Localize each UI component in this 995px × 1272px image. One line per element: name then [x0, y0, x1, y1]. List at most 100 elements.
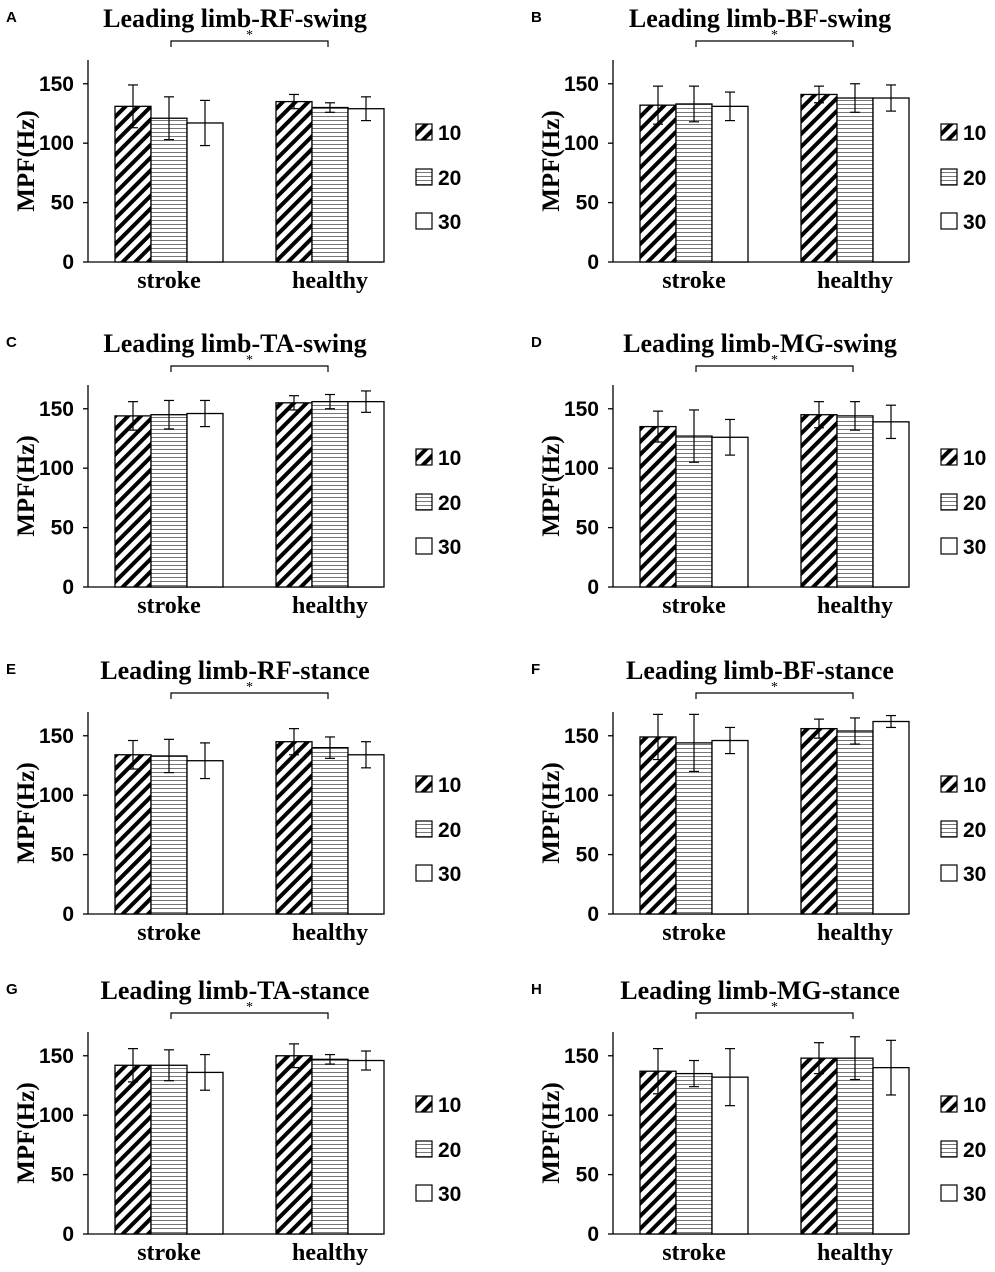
- y-tick-label: 150: [564, 1045, 599, 1068]
- bar-10-stroke: [114, 415, 152, 588]
- y-tick-label: 100: [564, 784, 599, 807]
- chart-panel-d: D Leading limb-MG-swing MPF(Hz) 0 50 100 150 st…: [531, 329, 986, 619]
- legend-swatch-20: [940, 1140, 958, 1158]
- legend-swatch-30: [415, 212, 433, 230]
- significance-marker: *: [246, 1000, 253, 1015]
- panel-letter: C: [6, 334, 17, 351]
- chart-panel-f: F Leading limb-BF-stance MPF(Hz) 0 50 100 150 s…: [531, 656, 986, 946]
- legend-label: 30: [438, 536, 461, 559]
- chart-title: Leading limb-TA-stance: [101, 976, 370, 1005]
- legend-swatch-30: [415, 1184, 433, 1202]
- x-category-label: healthy: [292, 920, 368, 946]
- x-category-label: stroke: [137, 593, 201, 619]
- bar-10-stroke: [639, 1070, 677, 1235]
- bar-20-healthy: [836, 97, 874, 263]
- bar-30-healthy: [872, 421, 910, 588]
- chart-title: Leading limb-MG-swing: [623, 329, 897, 358]
- significance-marker: *: [246, 28, 253, 43]
- x-category-label: stroke: [662, 1240, 726, 1266]
- y-tick-label: 50: [51, 1164, 74, 1187]
- bar-20-healthy: [836, 415, 874, 588]
- bar-30-healthy: [347, 754, 385, 915]
- y-tick-label: 50: [576, 517, 599, 540]
- y-tick-label: 100: [39, 1104, 74, 1127]
- bar-30-healthy: [347, 1059, 385, 1235]
- panel-letter: E: [6, 661, 16, 678]
- legend-label: 10: [438, 1094, 461, 1117]
- legend-label: 20: [963, 167, 986, 190]
- significance-bracket: [170, 1012, 329, 1019]
- bar-30-stroke: [711, 739, 749, 915]
- significance-marker: *: [771, 1000, 778, 1015]
- legend-swatch-30: [415, 537, 433, 555]
- legend-label: 20: [438, 819, 461, 842]
- y-tick-label: 150: [39, 725, 74, 748]
- legend-label: 10: [963, 447, 986, 470]
- legend-swatch-20: [415, 493, 433, 511]
- panel-letter: D: [531, 334, 542, 351]
- significance-bracket: [695, 365, 854, 372]
- legend-label: 10: [963, 1094, 986, 1117]
- y-tick-label: 0: [587, 576, 599, 599]
- x-category-label: healthy: [817, 593, 893, 619]
- y-tick-label: 100: [39, 457, 74, 480]
- panel-letter: H: [531, 981, 542, 998]
- x-category-label: healthy: [817, 920, 893, 946]
- legend-swatch-20: [940, 820, 958, 838]
- legend-swatch-10: [940, 775, 958, 793]
- y-axis-label: MPF(Hz): [538, 110, 565, 211]
- y-tick-label: 150: [564, 73, 599, 96]
- legend-swatch-30: [940, 212, 958, 230]
- bar-30-healthy: [347, 108, 385, 263]
- y-tick-label: 0: [587, 903, 599, 926]
- y-tick-label: 0: [62, 1223, 74, 1246]
- bar-30-stroke: [186, 412, 224, 588]
- chart-panel-c: C Leading limb-TA-swing MPF(Hz) 0 50 100 150 st…: [6, 329, 461, 619]
- bar-20-stroke: [675, 1072, 713, 1235]
- significance-bracket: [695, 692, 854, 699]
- legend-label: 30: [438, 211, 461, 234]
- x-category-label: stroke: [662, 593, 726, 619]
- bar-20-stroke: [675, 103, 713, 263]
- legend-label: 30: [963, 863, 986, 886]
- y-tick-label: 0: [62, 576, 74, 599]
- chart-title: Leading limb-BF-stance: [626, 656, 894, 685]
- y-tick-label: 50: [576, 192, 599, 215]
- legend-swatch-10: [940, 123, 958, 141]
- bar-20-healthy: [836, 1057, 874, 1235]
- y-axis-label: MPF(Hz): [538, 1082, 565, 1183]
- significance-bracket: [695, 40, 854, 47]
- significance-marker: *: [771, 28, 778, 43]
- bar-10-stroke: [639, 104, 677, 263]
- bar-10-healthy: [275, 100, 313, 263]
- y-tick-label: 150: [564, 398, 599, 421]
- x-category-label: healthy: [292, 268, 368, 294]
- legend-label: 20: [963, 819, 986, 842]
- legend-label: 10: [438, 774, 461, 797]
- bar-20-stroke: [150, 755, 188, 915]
- x-category-label: stroke: [137, 920, 201, 946]
- significance-bracket: [170, 40, 329, 47]
- y-tick-label: 150: [564, 725, 599, 748]
- legend-label: 20: [438, 167, 461, 190]
- y-tick-label: 50: [51, 517, 74, 540]
- bar-20-stroke: [150, 414, 188, 588]
- bar-20-stroke: [150, 117, 188, 263]
- significance-marker: *: [771, 353, 778, 368]
- significance-marker: *: [771, 680, 778, 695]
- y-tick-label: 50: [51, 192, 74, 215]
- x-category-label: stroke: [137, 268, 201, 294]
- x-category-label: healthy: [817, 1240, 893, 1266]
- bar-10-healthy: [275, 402, 313, 588]
- y-axis-label: MPF(Hz): [538, 762, 565, 863]
- legend-swatch-10: [940, 1095, 958, 1113]
- bar-30-healthy: [872, 720, 910, 915]
- panel-letter: B: [531, 9, 542, 26]
- legend-swatch-30: [940, 864, 958, 882]
- panel-letter: F: [531, 661, 540, 678]
- chart-title: Leading limb-BF-swing: [629, 4, 891, 33]
- legend-swatch-20: [415, 168, 433, 186]
- bar-20-healthy: [311, 400, 349, 588]
- legend-label: 20: [438, 492, 461, 515]
